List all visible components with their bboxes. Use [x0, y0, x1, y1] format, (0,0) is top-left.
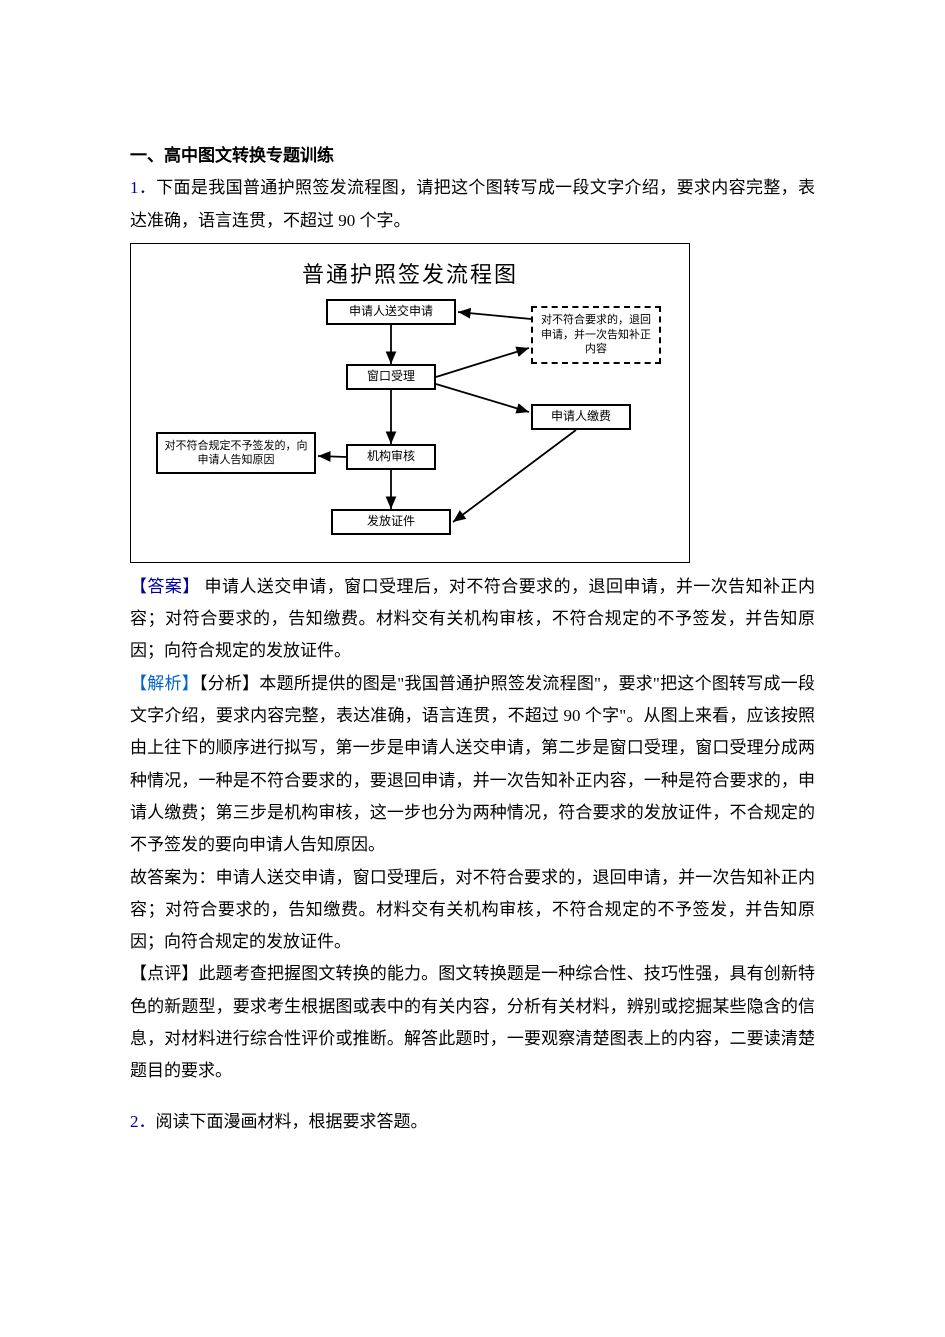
q1-number: 1． — [130, 178, 156, 197]
answer-block: 【答案】 申请人送交申请，窗口受理后，对不符合要求的，退回申请，并一次告知补正内… — [130, 571, 815, 668]
answer-tag: 【答案】 — [130, 577, 200, 596]
flow-node-n6: 申请人缴费 — [531, 404, 631, 430]
q2-text: 阅读下面漫画材料，根据要求答题。 — [156, 1112, 428, 1131]
analysis-p2: 故答案为：申请人送交申请，窗口受理后，对不符合要求的，退回申请，并一次告知补正内… — [130, 862, 815, 959]
q1-text: 下面是我国普通护照签发流程图，请把这个图转写成一段文字介绍，要求内容完整，表达准… — [130, 178, 815, 229]
flow-edge-n3-n7 — [318, 456, 346, 457]
flow-node-n1: 申请人送交申请 — [326, 299, 456, 325]
flow-node-n5: 对不符合要求的，退回申请，并一次告知补正内容 — [531, 306, 661, 364]
q2-number: 2． — [130, 1112, 156, 1131]
flow-node-n4: 发放证件 — [331, 509, 451, 535]
document-page: 一、高中图文转换专题训练 1．下面是我国普通护照签发流程图，请把这个图转写成一段… — [0, 0, 945, 1218]
question-1: 1．下面是我国普通护照签发流程图，请把这个图转写成一段文字介绍，要求内容完整，表… — [130, 172, 815, 237]
flowchart-title: 普通护照签发流程图 — [131, 254, 689, 296]
analysis-tag: 【解析】 — [130, 674, 199, 693]
answer-text: 申请人送交申请，窗口受理后，对不符合要求的，退回申请，并一次告知补正内容；对符合… — [130, 577, 815, 661]
flow-edge-n5-n1 — [458, 312, 531, 319]
flow-edge-n6-n4 — [453, 430, 576, 522]
section-title: 一、高中图文转换专题训练 — [130, 140, 815, 172]
flowchart: 普通护照签发流程图 申请人送交申请窗口受理机构审核发放证件 对不符合要求的，退回申… — [130, 243, 690, 563]
analysis-p1: 【解析】【分析】本题所提供的图是"我国普通护照签发流程图"，要求"把这个图转写成… — [130, 668, 815, 862]
flowchart-container: 普通护照签发流程图 申请人送交申请窗口受理机构审核发放证件 对不符合要求的，退回申… — [130, 243, 815, 563]
flow-node-n3: 机构审核 — [346, 444, 436, 470]
question-2: 2．阅读下面漫画材料，根据要求答题。 — [130, 1106, 815, 1138]
analysis-text1: 【分析】本题所提供的图是"我国普通护照签发流程图"，要求"把这个图转写成一段文字… — [130, 674, 815, 854]
flow-edge-n2-n6 — [436, 384, 529, 412]
analysis-p3: 【点评】此题考查把握图文转换的能力。图文转换题是一种综合性、技巧性强，具有创新特… — [130, 958, 815, 1087]
flow-node-n7: 对不符合规定不予签发的，向申请人告知原因 — [156, 432, 316, 474]
flow-node-n2: 窗口受理 — [346, 364, 436, 390]
flow-edge-n2-n5 — [436, 348, 529, 377]
